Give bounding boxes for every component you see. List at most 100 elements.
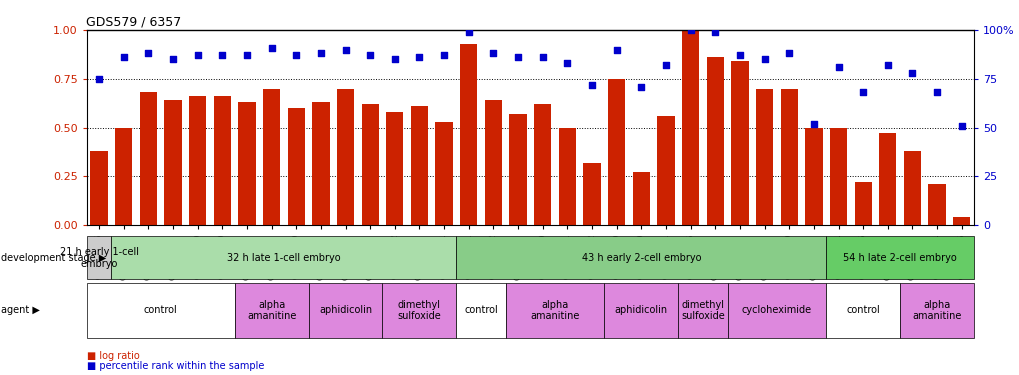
Text: 54 h late 2-cell embryo: 54 h late 2-cell embryo (843, 253, 956, 263)
Bar (382, 283, 455, 338)
Bar (91, 151, 108, 225)
Bar (457, 236, 825, 279)
Text: control: control (464, 305, 497, 315)
Text: 21 h early 1-cell
embryo: 21 h early 1-cell embryo (59, 247, 139, 268)
Bar (111, 236, 457, 279)
Point (337, 46, 354, 53)
Bar (164, 100, 181, 225)
Point (435, 53, 451, 58)
Point (878, 62, 895, 68)
Bar (731, 61, 748, 225)
Text: control: control (144, 305, 177, 315)
Point (411, 54, 427, 60)
Bar (263, 88, 280, 225)
Bar (115, 128, 132, 225)
Bar (460, 44, 477, 225)
Point (706, 29, 722, 35)
Bar (678, 283, 727, 338)
Point (485, 50, 501, 56)
Point (854, 89, 870, 95)
Point (781, 50, 797, 56)
Bar (632, 172, 649, 225)
Point (461, 29, 477, 35)
Bar (140, 92, 157, 225)
Text: alpha
amanitine: alpha amanitine (912, 300, 961, 321)
Point (140, 50, 156, 56)
Bar (287, 108, 305, 225)
Bar (308, 283, 382, 338)
Text: cycloheximide: cycloheximide (741, 305, 811, 315)
Point (682, 27, 698, 33)
Bar (755, 88, 772, 225)
Bar (435, 122, 452, 225)
Bar (505, 283, 603, 338)
Bar (727, 283, 825, 338)
Point (510, 54, 526, 60)
Text: control: control (846, 305, 879, 315)
Point (928, 89, 945, 95)
Bar (825, 236, 973, 279)
Bar (607, 79, 625, 225)
Point (115, 54, 131, 60)
Bar (386, 112, 404, 225)
Text: dimethyl
sulfoxide: dimethyl sulfoxide (681, 300, 725, 321)
Bar (508, 114, 526, 225)
Text: 32 h late 1-cell embryo: 32 h late 1-cell embryo (227, 253, 340, 263)
Text: agent ▶: agent ▶ (1, 305, 40, 315)
Bar (878, 134, 896, 225)
Bar (952, 217, 969, 225)
Bar (583, 163, 600, 225)
Bar (87, 236, 111, 279)
Point (165, 56, 181, 62)
Point (633, 84, 649, 90)
Bar (804, 128, 821, 225)
Bar (706, 57, 723, 225)
Bar (312, 102, 329, 225)
Bar (656, 116, 674, 225)
Text: alpha
amanitine: alpha amanitine (247, 300, 296, 321)
Bar (558, 128, 576, 225)
Point (91, 76, 107, 82)
Bar (825, 283, 899, 338)
Point (583, 82, 599, 88)
Bar (682, 30, 699, 225)
Bar (534, 104, 551, 225)
Point (608, 46, 625, 53)
Bar (87, 283, 234, 338)
Bar (854, 182, 871, 225)
Bar (411, 106, 428, 225)
Point (558, 60, 575, 66)
Text: GDS579 / 6357: GDS579 / 6357 (86, 16, 181, 29)
Bar (457, 283, 505, 338)
Bar (189, 96, 206, 225)
Point (805, 121, 821, 127)
Bar (361, 104, 378, 225)
Text: 43 h early 2-cell embryo: 43 h early 2-cell embryo (581, 253, 700, 263)
Point (263, 45, 279, 51)
Point (731, 53, 747, 58)
Text: dimethyl
sulfoxide: dimethyl sulfoxide (397, 300, 441, 321)
Point (904, 70, 920, 76)
Bar (780, 88, 797, 225)
Point (362, 53, 378, 58)
Text: ■ log ratio: ■ log ratio (87, 351, 140, 361)
Point (953, 123, 969, 129)
Point (238, 53, 255, 58)
Point (190, 53, 206, 58)
Text: alpha
amanitine: alpha amanitine (530, 300, 579, 321)
Point (534, 54, 550, 60)
Bar (829, 128, 847, 225)
Bar (927, 184, 945, 225)
Bar (213, 96, 230, 225)
Text: development stage ▶: development stage ▶ (1, 253, 106, 263)
Bar (238, 102, 256, 225)
Point (313, 50, 329, 56)
Point (386, 56, 403, 62)
Text: aphidicolin: aphidicolin (319, 305, 372, 315)
Bar (603, 283, 678, 338)
Point (287, 53, 304, 58)
Point (756, 56, 772, 62)
Point (214, 53, 230, 58)
Bar (336, 88, 354, 225)
Point (657, 62, 674, 68)
